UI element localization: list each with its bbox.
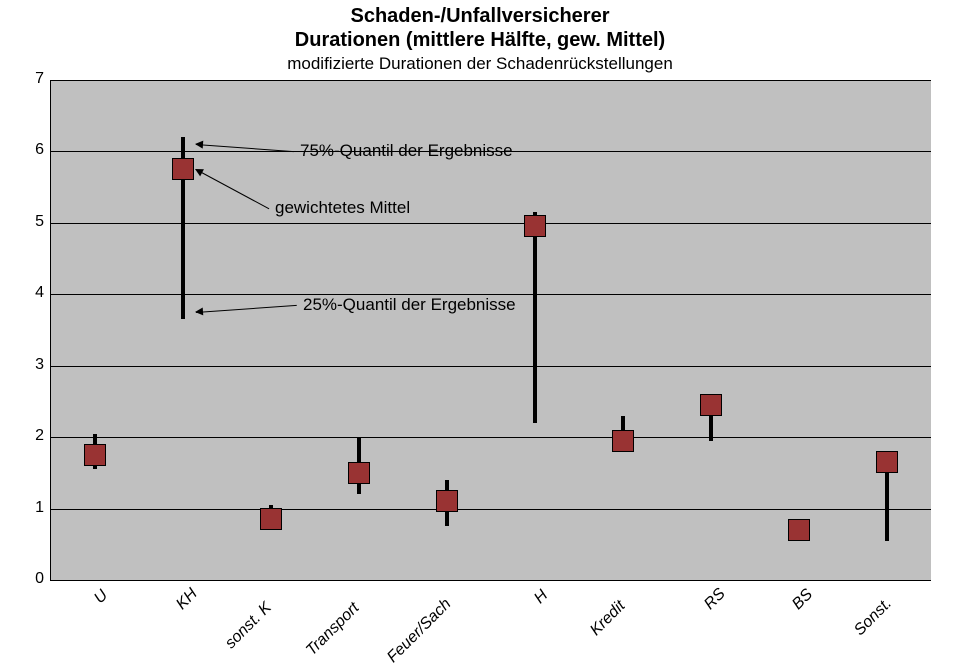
x-tick-label: RS [701, 585, 729, 613]
x-tick-label: Transport [303, 599, 363, 659]
gridline [51, 509, 931, 510]
mean-marker [436, 490, 458, 512]
mean-marker [876, 451, 898, 473]
title-line-1: Schaden-/Unfallversicherer [0, 4, 960, 28]
gridline [51, 366, 931, 367]
arrow-head-icon [195, 308, 204, 317]
x-tick-label: Sonst. [851, 595, 896, 640]
whisker [533, 212, 537, 423]
x-tick-label: sonst. K [222, 600, 276, 654]
mean-marker [612, 430, 634, 452]
annotation-label: 75%-Quantil der Ergebnisse [300, 141, 513, 161]
y-tick-label: 1 [4, 499, 44, 517]
gridline [51, 80, 931, 81]
y-tick-label: 7 [4, 70, 44, 88]
y-tick-label: 5 [4, 213, 44, 231]
y-tick-label: 3 [4, 356, 44, 374]
y-tick-label: 0 [4, 570, 44, 588]
arrow-head-icon [195, 140, 204, 149]
mean-marker [700, 394, 722, 416]
chart-title: Schaden-/Unfallversicherer Durationen (m… [0, 4, 960, 52]
x-tick-label: BS [789, 586, 817, 614]
mean-marker [348, 462, 370, 484]
mean-marker [524, 215, 546, 237]
annotation-label: gewichtetes Mittel [275, 198, 410, 218]
y-tick-label: 4 [4, 284, 44, 302]
mean-marker [84, 444, 106, 466]
mean-marker [788, 519, 810, 541]
x-tick-label: Kredit [587, 598, 629, 640]
mean-marker [172, 158, 194, 180]
x-tick-label: U [91, 586, 112, 607]
title-line-2: Durationen (mittlere Hälfte, gew. Mittel… [0, 28, 960, 52]
chart-subtitle: modifizierte Durationen der Schadenrücks… [0, 54, 960, 74]
gridline [51, 437, 931, 438]
duration-boxchart: { "layout":{ "width":960,"height":668, "… [0, 0, 960, 668]
x-tick-label: H [531, 586, 552, 607]
annotation-label: 25%-Quantil der Ergebnisse [303, 295, 516, 315]
y-tick-label: 6 [4, 141, 44, 159]
mean-marker [260, 508, 282, 530]
y-tick-label: 2 [4, 427, 44, 445]
x-tick-label: KH [173, 585, 201, 613]
x-tick-label: Feuer/Sach [384, 595, 455, 666]
